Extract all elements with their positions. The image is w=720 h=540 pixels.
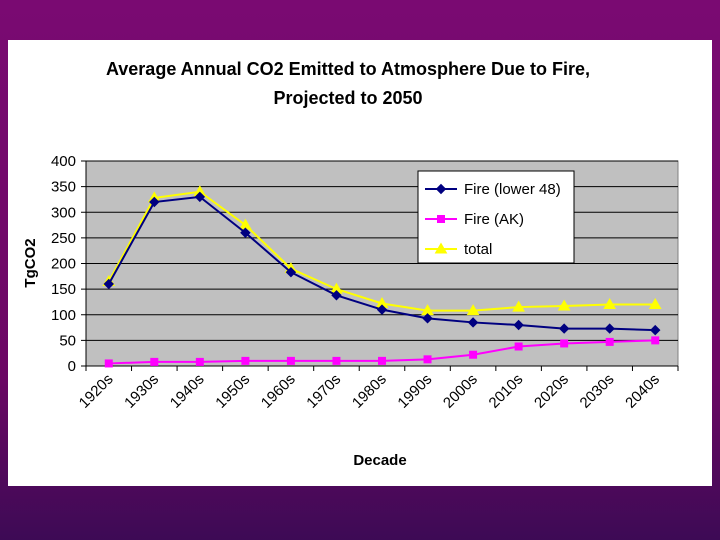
- data-point: [103, 278, 114, 290]
- x-tick-label: 2000s: [440, 371, 481, 412]
- x-tick-label: 1970s: [303, 371, 344, 412]
- x-tick-label: 2010s: [486, 371, 527, 412]
- data-point: [513, 319, 524, 331]
- data-point: [469, 350, 478, 359]
- y-tick-label: 150: [51, 281, 76, 298]
- x-tick-label: 1940s: [167, 371, 208, 412]
- y-tick-label: 100: [51, 307, 76, 324]
- data-point: [378, 356, 386, 365]
- data-point: [648, 298, 662, 309]
- x-tick-label: 2020s: [531, 371, 572, 412]
- data-point: [605, 337, 614, 346]
- legend: Fire (lower 48) Fire (AK) total: [417, 170, 575, 264]
- data-point: [650, 324, 661, 336]
- x-tick-label: 1980s: [349, 371, 390, 412]
- data-point: [467, 317, 479, 328]
- legend-label: Fire (lower 48): [464, 181, 561, 198]
- data-point: [466, 304, 480, 316]
- y-tick-label: 200: [51, 256, 76, 273]
- y-tick-label: 350: [51, 179, 76, 196]
- data-point: [422, 313, 433, 324]
- y-tick-label: 300: [51, 204, 76, 221]
- data-point: [332, 356, 341, 365]
- data-point: [512, 300, 525, 312]
- slide-panel: Average Annual CO2 Emitted to Atmosphere…: [8, 40, 712, 486]
- y-tick-label: 250: [51, 230, 76, 247]
- chart: Average Annual CO2 Emitted to Atmosphere…: [22, 59, 679, 469]
- data-point: [150, 357, 159, 366]
- data-point: [194, 191, 206, 203]
- data-point: [241, 356, 250, 365]
- legend-marker: [434, 242, 448, 254]
- y-tick-label: 50: [59, 332, 76, 349]
- y-tick-label: 0: [68, 358, 76, 375]
- x-tick-label: 2030s: [577, 371, 618, 412]
- legend-label: Fire (AK): [464, 211, 524, 228]
- data-point: [331, 290, 342, 301]
- data-point: [604, 323, 615, 334]
- data-point: [558, 323, 570, 334]
- legend-marker: [437, 215, 445, 223]
- data-point: [149, 196, 160, 208]
- data-point: [285, 267, 297, 278]
- chart-title-line-2: Projected to 2050: [273, 88, 422, 108]
- legend-label: total: [464, 241, 492, 258]
- x-tick-label: 1930s: [121, 371, 162, 412]
- x-tick-label: 2040s: [622, 371, 663, 412]
- data-point: [560, 339, 569, 348]
- data-point: [423, 355, 432, 364]
- data-point: [514, 342, 523, 351]
- data-point: [195, 357, 204, 366]
- legend-marker: [435, 183, 447, 195]
- data-point: [104, 359, 113, 368]
- data-point: [240, 227, 251, 238]
- chart-title-line-1: Average Annual CO2 Emitted to Atmosphere…: [106, 59, 590, 79]
- data-point: [603, 298, 617, 309]
- series-fire-lower-48: [103, 191, 661, 336]
- x-axis-label: Decade: [353, 452, 406, 469]
- x-tick-label: 1990s: [394, 371, 435, 412]
- series-fire-ak: [104, 336, 660, 368]
- x-tick-label: 1950s: [212, 371, 253, 412]
- data-point: [557, 299, 571, 311]
- data-point: [376, 304, 388, 315]
- x-tick-label: 1920s: [76, 371, 117, 412]
- data-point: [286, 356, 295, 365]
- y-axis-label: TgCO2: [22, 238, 39, 287]
- x-tick-label: 1960s: [258, 371, 299, 412]
- y-tick-label: 400: [51, 153, 76, 170]
- data-point: [651, 336, 660, 345]
